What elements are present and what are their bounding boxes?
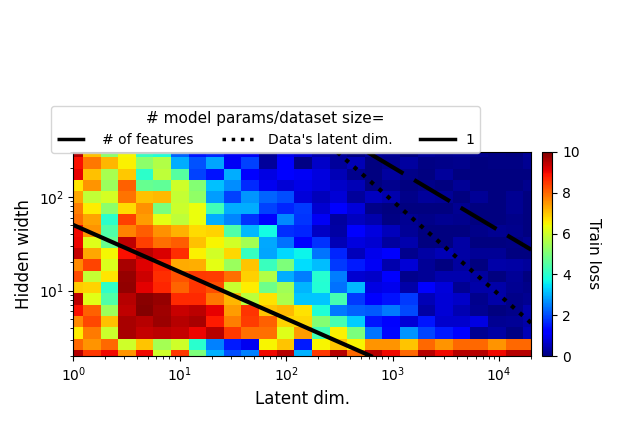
1 (148, 257, 156, 262)
1 (280, 315, 288, 320)
1 (70, 222, 77, 228)
1 (367, 354, 374, 359)
1 (217, 288, 225, 293)
Line: 1: 1 (74, 225, 371, 356)
1 (303, 325, 310, 330)
Y-axis label: Hidden width: Hidden width (15, 199, 33, 309)
1 (260, 306, 268, 311)
Y-axis label: Train loss: Train loss (586, 218, 600, 290)
X-axis label: Latent dim.: Latent dim. (255, 390, 350, 408)
1 (276, 313, 284, 319)
Legend: # of features, Data's latent dim., 1: # of features, Data's latent dim., 1 (51, 106, 480, 153)
